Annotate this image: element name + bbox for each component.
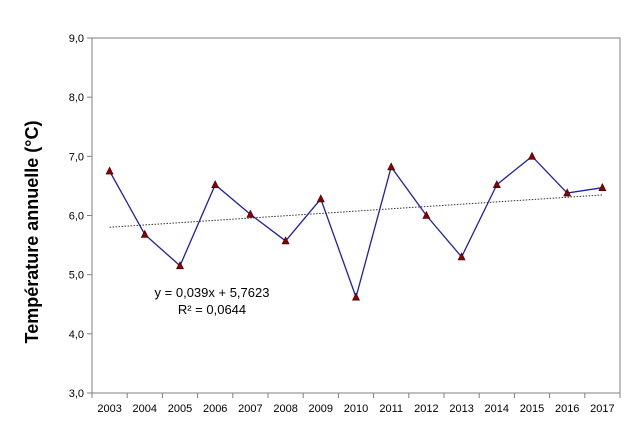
series-line [109, 155, 603, 300]
plot-border [91, 37, 621, 394]
x-tick-label: 2008 [273, 403, 297, 415]
data-point [281, 236, 290, 245]
x-tick-label: 2005 [168, 403, 192, 415]
y-tick-label: 9,0 [69, 33, 84, 45]
data-point [211, 180, 220, 189]
y-tick-label: 5,0 [69, 270, 84, 282]
data-point [387, 162, 396, 171]
data-point [316, 194, 325, 203]
trendline-equation: y = 0,039x + 5,7623 [155, 285, 270, 300]
x-tick-label: 2009 [309, 403, 333, 415]
y-axis-label: Température annuelle (°C) [22, 121, 42, 344]
plot-area: 3,0 4,0 5,0 6,0 7,0 8,0 9,0 2003 2004 2005 2006 200… [69, 33, 621, 415]
x-tick-label: 2004 [133, 403, 157, 415]
y-tick-label: 6,0 [69, 211, 84, 223]
data-point [457, 252, 466, 261]
y-tick-label: 3,0 [69, 388, 84, 400]
data-point [422, 210, 431, 219]
x-tick-label: 2013 [449, 403, 473, 415]
x-tick-label: 2015 [520, 403, 544, 415]
trendline [109, 194, 603, 228]
x-tick-label: 2003 [97, 403, 121, 415]
x-tick-label: 2014 [485, 403, 509, 415]
data-point [563, 188, 572, 197]
data-point [176, 261, 184, 270]
data-point [352, 292, 360, 301]
data-point [246, 209, 255, 218]
trendline-r2: R² = 0,0644 [178, 302, 246, 317]
x-tick-label: 2016 [555, 403, 579, 415]
data-point [598, 183, 607, 191]
x-tick-label: 2012 [414, 403, 438, 415]
data-point [105, 166, 114, 175]
x-tick-label: 2017 [590, 403, 614, 415]
y-tick-label: 7,0 [69, 151, 84, 163]
y-tick-label: 8,0 [69, 92, 84, 104]
x-tick-label: 2007 [238, 403, 262, 415]
data-point [492, 180, 501, 189]
x-tick-label: 2006 [203, 403, 227, 415]
x-tick-label: 2010 [344, 403, 368, 415]
x-tick-label: 2011 [379, 403, 403, 415]
data-point [140, 229, 149, 238]
data-point [528, 151, 536, 160]
y-tick-label: 4,0 [69, 329, 84, 341]
